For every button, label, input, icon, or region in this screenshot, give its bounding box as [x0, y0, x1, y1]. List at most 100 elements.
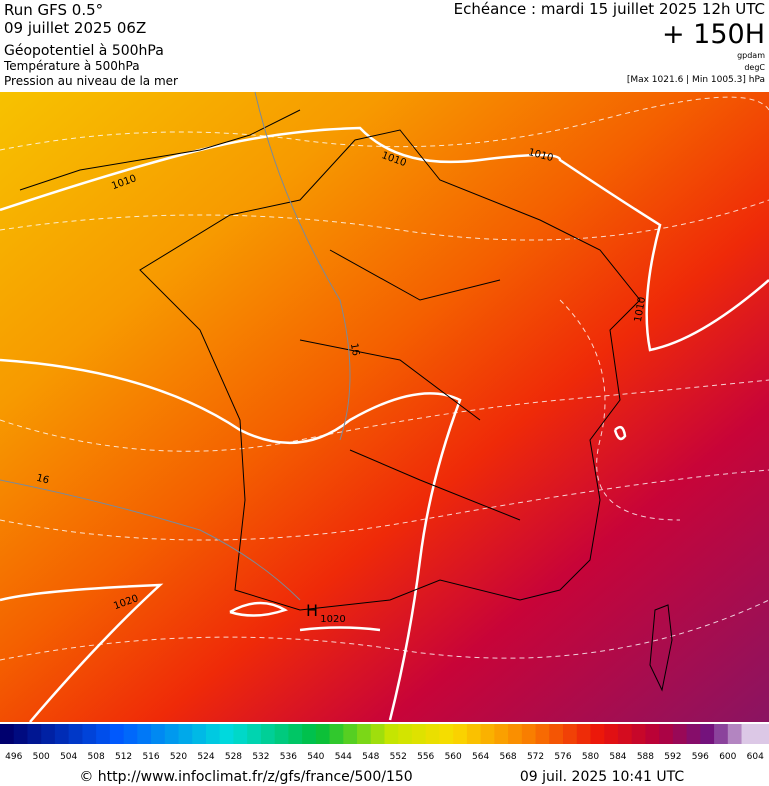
- colorbar-label: 504: [60, 752, 77, 762]
- colorbar-swatch: [68, 724, 83, 744]
- colorbar-swatch: [137, 724, 152, 744]
- run-date: 09 juillet 2025 06Z: [4, 19, 146, 37]
- colorbar-swatch: [302, 724, 317, 744]
- colorbar-swatch: [604, 724, 619, 744]
- unit: gpdam: [737, 51, 765, 60]
- colorbar-swatch: [741, 724, 756, 744]
- colorbar-swatch: [192, 724, 207, 744]
- lead-time: + 150H: [662, 19, 765, 50]
- colorbar-swatch: [631, 724, 646, 744]
- contour-label: 1020: [320, 614, 345, 625]
- colorbar-label: 584: [609, 752, 626, 762]
- colorbar-swatch: [535, 724, 550, 744]
- colorbar-swatch: [563, 724, 578, 744]
- colorbar-label: 572: [527, 752, 544, 762]
- colorbar-label: 596: [692, 752, 709, 762]
- colorbar-swatch: [521, 724, 537, 744]
- colorbar-label: 600: [719, 752, 736, 762]
- colorbar-label: 496: [5, 752, 22, 762]
- run: Run GFS 0.5°: [4, 1, 103, 19]
- high-marker: H: [306, 601, 318, 620]
- colorbar-swatch: [508, 724, 523, 744]
- colorbar-swatch: [178, 724, 193, 744]
- generated-time: 09 juil. 2025 10:41 UTC: [520, 769, 685, 785]
- colorbar-swatch: [453, 724, 468, 744]
- colorbar-swatch: [645, 724, 660, 744]
- colorbar-label: 560: [445, 752, 462, 762]
- contour-label: 16: [35, 473, 50, 487]
- colorbar-label: 588: [637, 752, 654, 762]
- colorbar-swatch: [672, 724, 688, 744]
- colorbar-swatch: [0, 724, 15, 744]
- map: [0, 91, 769, 723]
- colorbar-swatch: [219, 724, 234, 744]
- colorbar-swatch: [82, 724, 97, 744]
- colorbar-swatch: [151, 724, 166, 744]
- colorbar-swatch: [480, 724, 495, 744]
- colorbar-swatch: [96, 724, 111, 744]
- colorbar-swatch: [274, 724, 289, 744]
- geopotential-lines: [0, 91, 351, 601]
- colorbar-label: 520: [170, 752, 187, 762]
- unit: degC: [744, 63, 765, 72]
- colorbar-swatch: [494, 724, 509, 744]
- colorbar-swatch: [384, 724, 399, 744]
- colorbar-label: 592: [664, 752, 681, 762]
- colorbar-label: 536: [280, 752, 297, 762]
- colorbar-swatch: [727, 724, 743, 744]
- colorbar-label: 564: [472, 752, 489, 762]
- colorbar-swatch: [590, 724, 605, 744]
- colorbar-swatch: [357, 724, 372, 744]
- colorbar-label: 544: [335, 752, 352, 762]
- colorbar-swatch: [233, 724, 248, 744]
- colorbar-label: 540: [307, 752, 324, 762]
- colorbar-swatch: [329, 724, 344, 744]
- colorbar-label: 552: [390, 752, 407, 762]
- colorbar-swatch: [398, 724, 413, 744]
- contour-label: 16: [348, 342, 361, 356]
- colorbar-swatch: [260, 724, 276, 744]
- colorbar-swatch: [54, 724, 70, 744]
- isotherms: [0, 96, 769, 661]
- colorbar-swatch: [439, 724, 454, 744]
- colorbar-swatch: [686, 724, 701, 744]
- colorbar-swatch: [27, 724, 42, 744]
- colorbar-swatch: [41, 724, 56, 744]
- colorbar-swatch: [247, 724, 262, 744]
- colorbar-swatch: [714, 724, 729, 744]
- field: Géopotentiel à 500hPa: [4, 43, 164, 59]
- field: Pression au niveau de la mer: [4, 74, 178, 88]
- colorbar-swatch: [164, 724, 180, 744]
- pressure-range: [Max 1021.6 | Min 1005.3] hPa: [627, 75, 765, 85]
- colorbar-swatch: [315, 724, 331, 744]
- coastline: [19, 109, 673, 692]
- colorbar-swatch: [549, 724, 564, 744]
- colorbar-label: 532: [252, 752, 269, 762]
- colorbar-swatch: [411, 724, 427, 744]
- field: Température à 500hPa: [3, 59, 140, 73]
- colorbar-label: 556: [417, 752, 434, 762]
- colorbar-label: 548: [362, 752, 379, 762]
- colorbar-label: 568: [499, 752, 516, 762]
- colorbar-label: 516: [142, 752, 159, 762]
- colorbar-swatch: [109, 724, 125, 744]
- colorbar: 496 500 504 508 512 516 520 524 528 532 536 540 544 5…: [0, 724, 769, 762]
- colorbar-swatch: [700, 724, 715, 744]
- colorbar-swatch: [659, 724, 674, 744]
- colorbar-swatch: [288, 724, 303, 744]
- contour-label: 1010: [633, 296, 648, 323]
- colorbar-swatch: [576, 724, 591, 744]
- colorbar-swatch: [205, 724, 221, 744]
- colorbar-label: 604: [747, 752, 764, 762]
- colorbar-swatch: [123, 724, 138, 744]
- colorbar-label: 512: [115, 752, 132, 762]
- colorbar-label: 500: [33, 752, 50, 762]
- colorbar-swatch: [466, 724, 482, 744]
- colorbar-swatch: [425, 724, 440, 744]
- colorbar-label: 524: [197, 752, 214, 762]
- colorbar-label: 528: [225, 752, 242, 762]
- colorbar-swatch: [617, 724, 633, 744]
- colorbar-swatch: [755, 724, 769, 744]
